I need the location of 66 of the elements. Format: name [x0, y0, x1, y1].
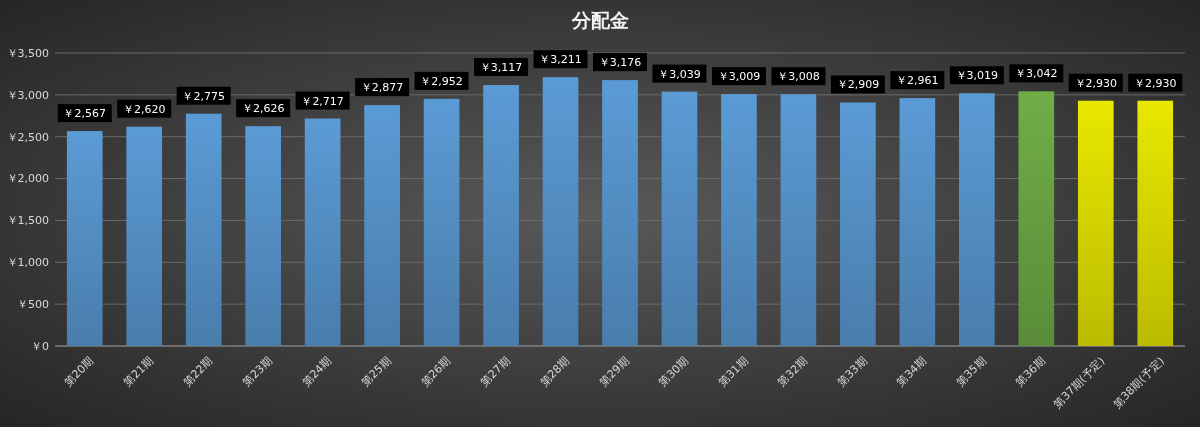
bar: [364, 105, 400, 346]
bar: [126, 126, 163, 346]
bar: [959, 93, 995, 346]
x-tick-label: 第35期: [953, 354, 989, 390]
bar: [1137, 100, 1174, 346]
bar: [1018, 91, 1055, 346]
x-tick-label: 第34期: [894, 354, 929, 390]
data-label: ￥2,961: [896, 74, 939, 88]
y-tick-label: ￥3,500: [6, 46, 49, 60]
x-tick-label: 第25期: [359, 354, 394, 390]
x-tick-label: 第32期: [775, 354, 810, 390]
bar: [661, 91, 698, 346]
data-label: ￥2,930: [1134, 76, 1177, 90]
y-tick-label: ￥2,500: [6, 130, 49, 144]
data-label: ￥2,930: [1074, 76, 1118, 90]
data-label: ￥2,717: [301, 94, 344, 108]
x-tick-label: 第28期: [537, 354, 573, 390]
bar: [66, 131, 103, 346]
bar: [721, 94, 757, 346]
bar: [245, 126, 281, 346]
data-label: ￥2,620: [122, 102, 166, 116]
data-label: ￥3,009: [717, 70, 761, 84]
x-tick-label: 第38期(予定): [1110, 354, 1167, 411]
y-tick-label: ￥1,000: [6, 256, 49, 270]
bar: [899, 98, 936, 346]
x-tick-label: 第37期(予定): [1051, 354, 1108, 411]
data-label: ￥2,877: [360, 81, 404, 95]
data-label: ￥3,019: [955, 69, 999, 83]
x-tick-label: 第22期: [180, 354, 216, 390]
data-label: ￥3,117: [479, 61, 523, 75]
bar: [185, 113, 222, 346]
x-tick-label: 第27期: [477, 354, 513, 390]
data-label: ￥2,626: [241, 102, 285, 116]
x-tick-label: 第26期: [418, 354, 454, 390]
bar: [840, 102, 876, 346]
bar: [542, 77, 579, 346]
x-tick-label: 第36期: [1013, 354, 1048, 390]
x-tick-label: 第24期: [299, 354, 335, 390]
x-tick-label: 第23期: [240, 354, 275, 390]
data-label: ￥3,211: [539, 53, 582, 67]
y-tick-label: ￥2,000: [6, 172, 49, 186]
x-tick-label: 第29期: [596, 354, 632, 390]
x-tick-label: 第30期: [656, 354, 692, 390]
bar: [483, 85, 519, 346]
bar: [423, 98, 460, 346]
x-tick-label: 第33期: [834, 354, 870, 390]
bar: [304, 118, 341, 346]
bar: [780, 94, 817, 346]
y-tick-label: ￥1,500: [6, 214, 49, 228]
x-tick-label: 第20期: [61, 354, 97, 390]
x-tick-label: 第21期: [121, 354, 156, 390]
bar: [1077, 100, 1114, 346]
data-label: ￥3,039: [658, 67, 701, 81]
y-tick-label: ￥3,000: [6, 88, 49, 102]
data-label: ￥3,176: [598, 56, 642, 70]
data-label: ￥2,909: [836, 78, 880, 92]
x-tick-label: 第31期: [715, 354, 751, 390]
data-label: ￥3,042: [1015, 67, 1058, 81]
data-label: ￥2,567: [63, 107, 106, 121]
data-label: ￥2,952: [420, 74, 463, 88]
bar: [602, 80, 638, 346]
y-tick-label: ￥0: [31, 339, 49, 353]
chart-title: 分配金: [570, 9, 629, 31]
data-label: ￥2,775: [182, 89, 225, 103]
data-label: ￥3,008: [777, 70, 820, 84]
y-tick-label: ￥500: [17, 297, 49, 311]
